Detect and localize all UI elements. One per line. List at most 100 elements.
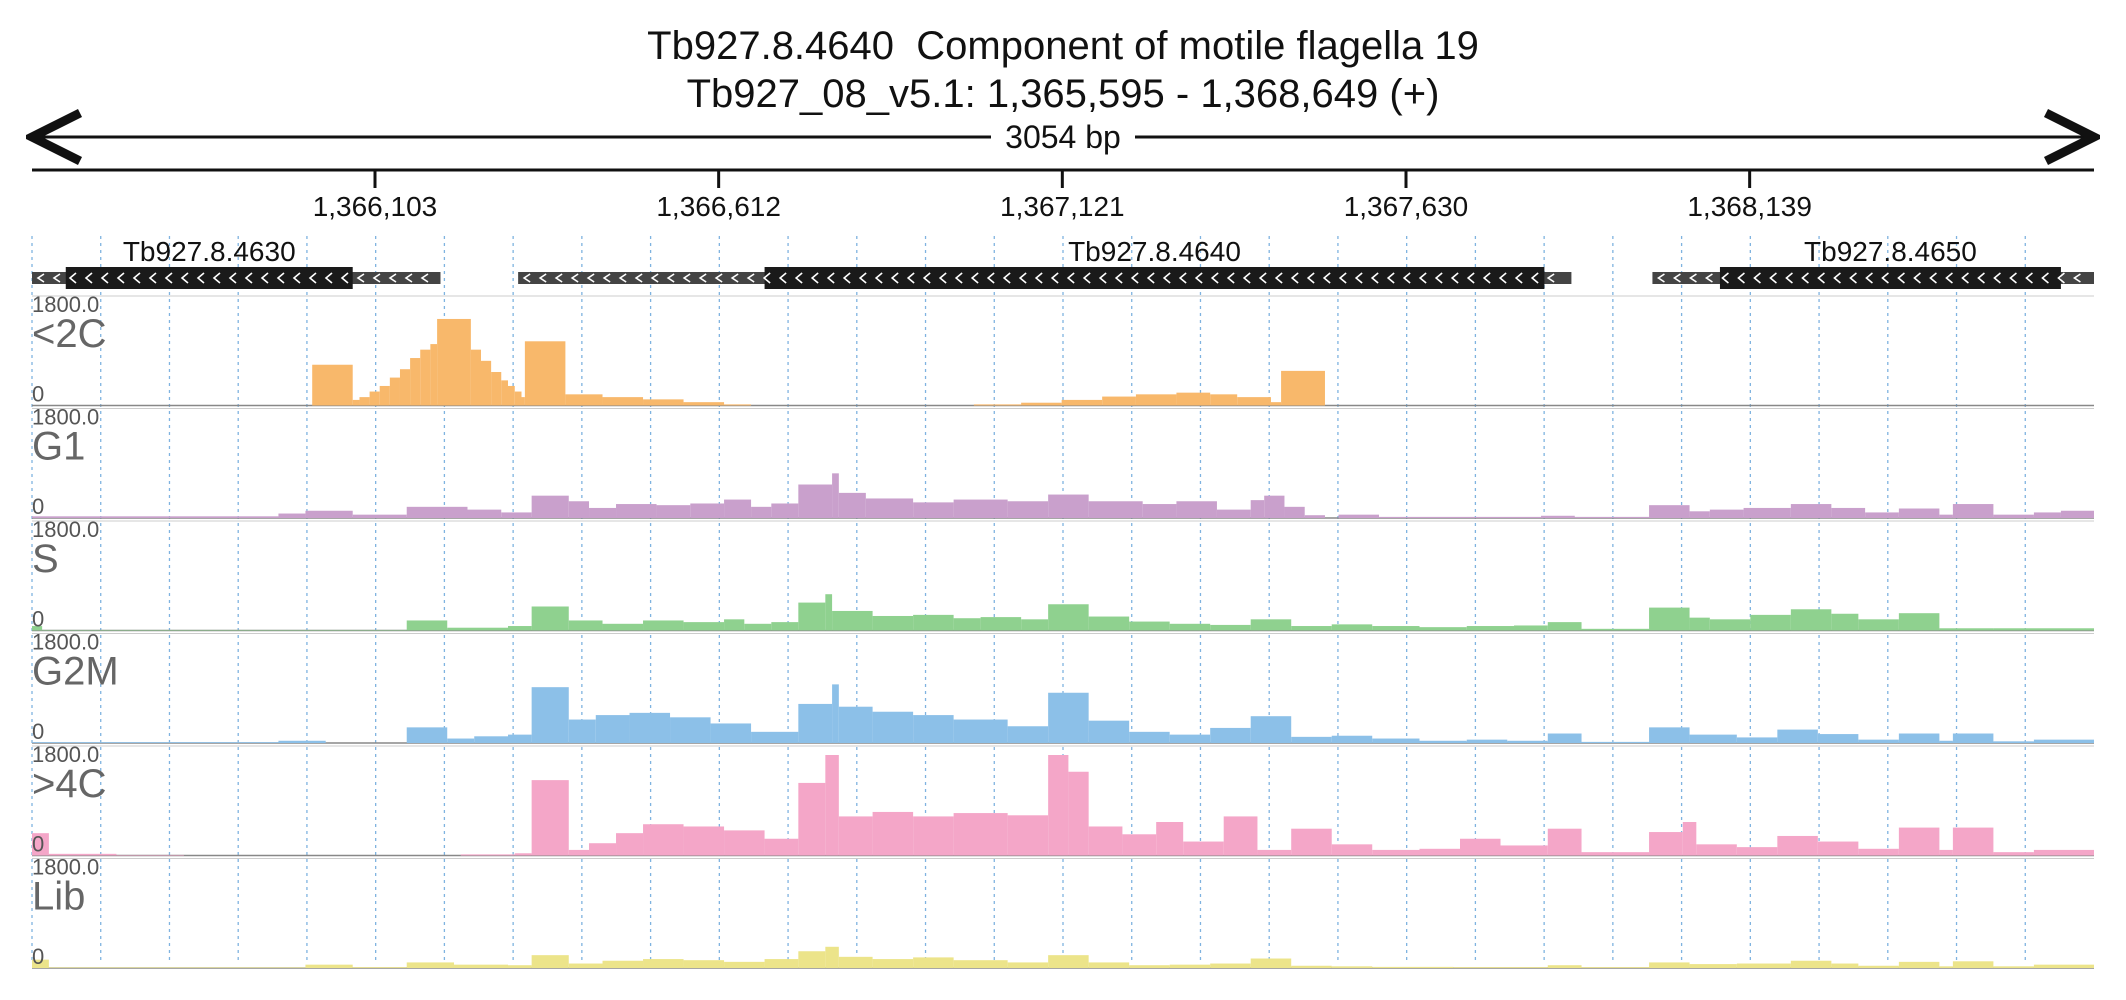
- coverage-bar: [1169, 964, 1211, 968]
- coverage-bar: [683, 402, 725, 406]
- coverage-bar: [683, 960, 725, 968]
- coverage-bar: [1750, 614, 1791, 631]
- strand-arrow: [1498, 272, 1507, 284]
- coverage-bar: [656, 505, 691, 518]
- coverage-bar: [1216, 509, 1251, 518]
- gene-label: Tb927.8.4640: [1068, 236, 1241, 267]
- coverage-bar: [1581, 628, 1650, 631]
- coverage-bar: [838, 706, 873, 743]
- coverage-bar: [1007, 815, 1049, 856]
- coverage-bar: [1169, 734, 1211, 743]
- track-min-label: 0: [32, 607, 44, 632]
- coverage-bar: [1736, 847, 1778, 856]
- coverage-bar: [1007, 501, 1049, 518]
- strand-arrow: [1034, 272, 1043, 284]
- coverage-bar: [1210, 624, 1251, 631]
- strand-arrow: [1226, 272, 1235, 284]
- strand-arrow: [196, 272, 205, 284]
- strand-arrow: [2009, 272, 2017, 284]
- coverage-bar: [1649, 832, 1683, 856]
- coverage-bar: [643, 399, 684, 406]
- coverage-bar: [1689, 617, 1710, 631]
- strand-arrow: [52, 273, 61, 283]
- strand-arrow: [2072, 273, 2081, 283]
- coverage-bar: [1021, 402, 1062, 406]
- coverage-bar: [1993, 966, 2034, 968]
- coverage-bar: [406, 727, 448, 743]
- coverage-bar: [1507, 740, 1548, 743]
- coverage-bar: [913, 957, 954, 968]
- coverage-bar: [1264, 495, 1285, 518]
- coverage-bar: [1581, 967, 1650, 968]
- coverage-bar: [825, 755, 839, 856]
- coverage-bar: [437, 318, 471, 406]
- coverage-bar: [832, 473, 839, 518]
- strand-arrow: [1242, 272, 1251, 284]
- coverage-bar: [447, 627, 509, 631]
- strand-arrow: [682, 273, 691, 283]
- title-gene: Tb927.8.4640 Component of motile flagell…: [647, 24, 1479, 68]
- strand-arrow: [260, 272, 269, 284]
- gene-cds: [65, 267, 353, 289]
- coverage-bar: [1952, 961, 1994, 968]
- coverage-bar: [710, 723, 752, 743]
- strand-arrow: [1274, 272, 1283, 284]
- strand-arrow: [794, 272, 803, 284]
- coverage-bar: [1007, 962, 1049, 968]
- coverage-bar: [32, 833, 49, 856]
- coverage-bar: [2033, 964, 2094, 968]
- coverage-bar: [670, 717, 711, 743]
- strand-arrow: [1514, 272, 1523, 284]
- coverage-bar: [1993, 852, 2034, 856]
- coverage-bar: [1790, 960, 1832, 968]
- strand-arrow: [148, 272, 157, 284]
- axis-tick-label: 1,366,612: [656, 191, 781, 222]
- coverage-bar: [724, 404, 752, 406]
- span-indicator: 3054 bp: [32, 119, 2094, 155]
- track-name: S: [32, 537, 59, 581]
- coverage-bar: [1736, 737, 1778, 743]
- track-max-label: 1800.0: [32, 292, 99, 317]
- coverage-bar: [825, 946, 839, 968]
- coverage-bar: [1250, 716, 1292, 743]
- coverage-bar: [1419, 740, 1467, 743]
- coverage-bar: [1709, 509, 1744, 518]
- coverage-bar: [1088, 720, 1130, 743]
- coverage-bar: [1210, 394, 1238, 406]
- coverage-bar: [724, 961, 765, 968]
- coverage-bar: [1135, 394, 1177, 406]
- strand-arrow: [1929, 272, 1937, 284]
- coverage-bar: [278, 740, 326, 743]
- coverage-bar: [1460, 838, 1501, 856]
- coverage-bar: [1088, 501, 1143, 518]
- coverage-bar: [399, 369, 411, 406]
- coverage-bar: [1223, 816, 1258, 856]
- coverage-bar: [1129, 621, 1170, 631]
- strand-arrow: [1945, 272, 1953, 284]
- strand-arrow: [1130, 272, 1139, 284]
- strand-arrow: [1546, 273, 1555, 283]
- coverage-bar: [1547, 622, 1582, 631]
- strand-arrow: [570, 273, 579, 283]
- coverage-bar: [1088, 826, 1123, 856]
- track-min-label: 0: [32, 719, 44, 744]
- coverage-track: 1800.0<2C 0: [32, 292, 2094, 407]
- coverage-bar: [48, 853, 117, 856]
- coverage-bar: [514, 853, 532, 856]
- strand-arrow: [618, 273, 627, 283]
- strand-arrow: [1418, 272, 1427, 284]
- coverage-bar: [1500, 845, 1548, 856]
- coverage-bar: [643, 824, 684, 856]
- coverage-bar: [32, 626, 43, 631]
- coverage-bar: [568, 719, 596, 743]
- coverage-bar: [953, 719, 1008, 743]
- strand-arrow: [650, 273, 659, 283]
- strand-arrow: [698, 273, 707, 283]
- coverage-bar: [1284, 506, 1305, 518]
- coverage-bar: [568, 620, 603, 631]
- strand-arrow: [132, 272, 141, 284]
- coverage-bar: [369, 391, 380, 406]
- strand-arrow: [2025, 272, 2033, 284]
- coverage-bar: [872, 711, 914, 743]
- strand-arrow: [714, 273, 723, 283]
